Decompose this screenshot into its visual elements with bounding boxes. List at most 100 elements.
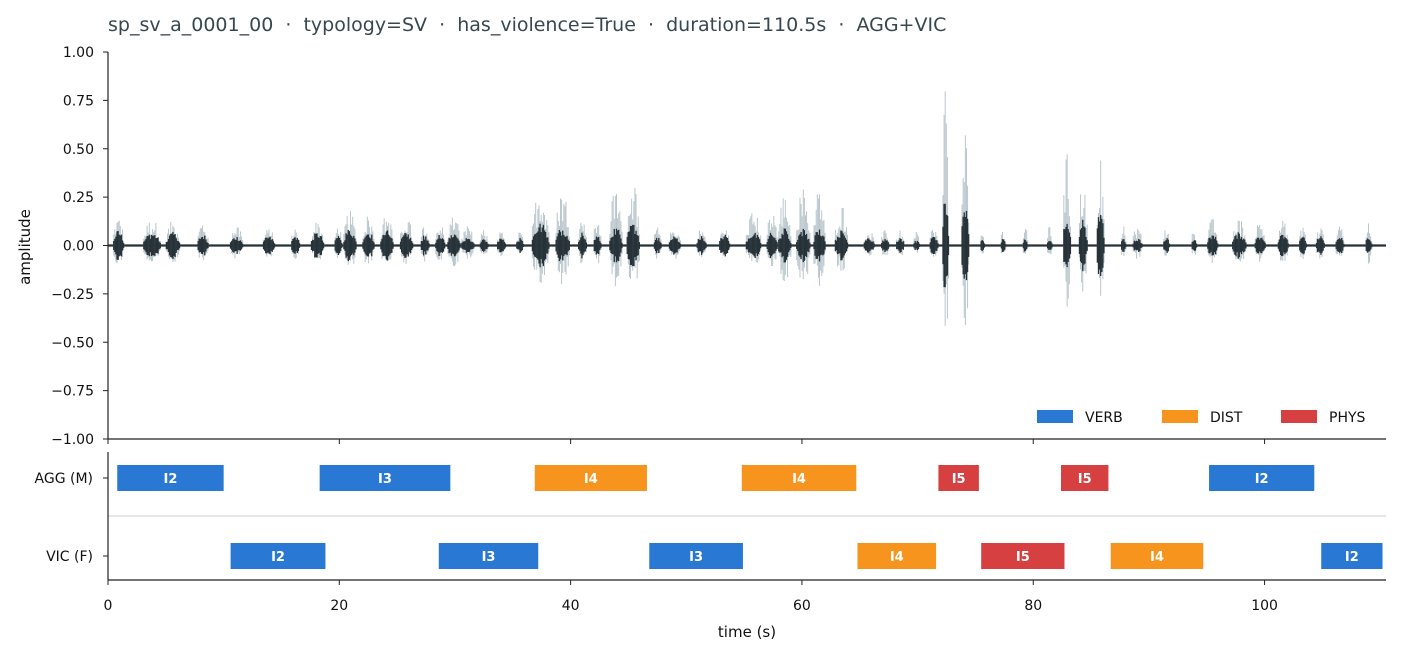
x-tick-label: 80	[1024, 598, 1042, 614]
waveform-burst	[896, 230, 906, 256]
track-label: AGG (M)	[35, 471, 93, 487]
track-segment: I5	[938, 465, 979, 491]
x-axis-ticks: 0 20 40 60 80 100	[104, 580, 1278, 614]
y-tick-label: −0.25	[51, 287, 94, 303]
waveform-burst	[531, 202, 550, 284]
waveform-burst	[461, 226, 475, 259]
x-tick-label: 0	[104, 598, 113, 614]
waveform-burst	[980, 235, 986, 254]
track-label: VIC (F)	[46, 549, 93, 565]
waveform-burst	[578, 222, 588, 264]
x-tick-label: 100	[1251, 598, 1278, 614]
waveform-burst	[143, 222, 161, 262]
waveform-burst	[1207, 218, 1219, 263]
waveform-burst	[1254, 224, 1266, 262]
waveform-burst	[696, 230, 707, 257]
waveform-burst	[593, 224, 602, 264]
y-axis-ticks: 1.00 0.75 0.50 0.25 0.00 −0.25 −0.50 −0.75 −1.00	[51, 45, 108, 448]
waveform-burst	[942, 91, 950, 326]
segment-bar	[1110, 543, 1204, 569]
segment-label: I5	[1078, 472, 1092, 487]
waveform-burst	[1046, 227, 1053, 255]
waveform-x-ticks	[107, 439, 1266, 444]
waveform-burst	[745, 213, 762, 263]
segment-bar	[981, 543, 1065, 569]
chart-title: sp_sv_a_0001_00 · typology=SV · has_viol…	[108, 14, 946, 36]
legend: VERB DIST PHYS	[1037, 410, 1366, 426]
waveform-burst	[555, 198, 570, 285]
waveform-burst	[1232, 220, 1247, 262]
waveform-marks	[108, 91, 1386, 326]
y-tick-label: 0.75	[63, 93, 94, 109]
waveform-burst	[291, 229, 301, 260]
legend-label: PHYS	[1329, 410, 1366, 426]
track-segment: I4	[1110, 543, 1204, 569]
waveform-burst	[881, 230, 891, 255]
waveform-burst	[863, 233, 875, 256]
segment-label: I2	[164, 472, 178, 487]
segment-bar	[438, 543, 539, 569]
legend-entry: DIST	[1162, 410, 1243, 426]
x-axis-label: time (s)	[718, 623, 776, 641]
segment-bar	[649, 543, 743, 569]
segment-label: I5	[1016, 550, 1030, 565]
segment-bar	[1209, 465, 1315, 491]
y-tick-label: 1.00	[63, 45, 94, 61]
y-tick-label: 0.50	[63, 142, 94, 158]
waveform-burst	[362, 216, 375, 264]
waveform-burst	[197, 225, 209, 260]
y-tick-label: 0.00	[63, 239, 94, 255]
waveform-burst	[1022, 228, 1029, 254]
track-segment: I3	[438, 543, 539, 569]
waveform-burst	[626, 188, 640, 279]
waveform-burst	[766, 215, 778, 267]
track-segment: I2	[1209, 465, 1315, 491]
waveform-burst	[929, 230, 939, 257]
waveform-burst	[913, 231, 921, 253]
track-marks: AGG (M) I2 I3 I4 I4 I5 I5 I2 VIC (F) I2 I3 I3 I4 I5 I4…	[35, 465, 1383, 569]
waveform-panel: 1.00 0.75 0.50 0.25 0.00 −0.25 −0.50 −0.75 −1.00…	[16, 45, 1386, 448]
segment-bar	[117, 465, 224, 491]
waveform-burst	[497, 232, 507, 257]
waveform-burst	[1335, 226, 1345, 256]
segment-bar	[857, 543, 937, 569]
waveform-burst	[516, 232, 525, 254]
x-tick-label: 40	[562, 598, 580, 614]
waveform-burst	[447, 217, 461, 267]
y-tick-label: 0.25	[63, 190, 94, 206]
segment-label: I2	[1345, 550, 1359, 565]
track-segment: I2	[1321, 543, 1383, 569]
track-segment: I3	[319, 465, 451, 491]
waveform-burst	[1191, 233, 1198, 255]
segment-bar	[741, 465, 857, 491]
waveform-burst	[719, 230, 731, 257]
waveform-burst	[399, 222, 414, 265]
waveform-burst	[609, 193, 623, 287]
waveform-burst	[1121, 226, 1127, 256]
segment-label: I4	[584, 472, 598, 487]
waveform-burst	[262, 229, 276, 257]
waveform-burst	[668, 232, 682, 259]
legend-swatch	[1162, 410, 1198, 423]
track-panel: AGG (M) I2 I3 I4 I4 I5 I5 I2 VIC (F) I2 I3 I3 I4 I5 I4…	[35, 452, 1386, 641]
track-segment: I2	[230, 543, 326, 569]
waveform-burst	[1096, 160, 1105, 296]
segment-bar	[1061, 465, 1109, 491]
waveform-burst	[113, 220, 125, 264]
track-segment: I3	[649, 543, 743, 569]
track-segment: I4	[741, 465, 857, 491]
x-tick-label: 20	[330, 598, 348, 614]
segment-bar	[534, 465, 647, 491]
waveform-burst	[1000, 231, 1007, 254]
y-tick-label: −0.75	[51, 384, 94, 400]
waveform-burst	[653, 227, 662, 259]
waveform-burst	[435, 227, 446, 260]
track-segment: I5	[981, 543, 1065, 569]
track-segment: I4	[534, 465, 647, 491]
waveform-burst	[834, 207, 849, 271]
waveform-burst	[961, 135, 970, 325]
y-axis-label: amplitude	[16, 209, 34, 285]
waveform-burst	[1299, 227, 1308, 259]
segment-label: I5	[952, 472, 966, 487]
